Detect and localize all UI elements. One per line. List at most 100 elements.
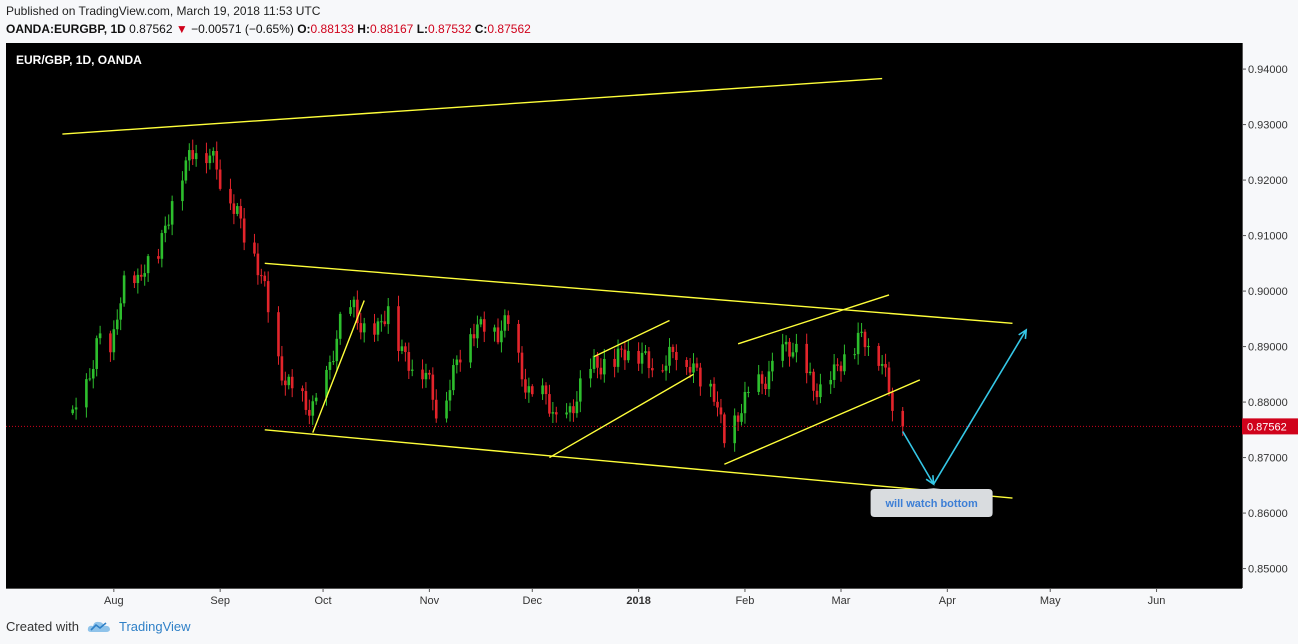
candle-body — [284, 380, 287, 386]
price-tick-label: 0.94000 — [1248, 64, 1288, 76]
candle-body — [740, 413, 743, 422]
candle-body — [455, 359, 459, 366]
tradingview-brand[interactable]: TradingView — [118, 619, 191, 634]
candle-body — [743, 391, 747, 414]
candle-body — [716, 401, 719, 408]
candle-body — [901, 410, 905, 427]
candle-body — [448, 390, 452, 401]
candle-body — [712, 383, 716, 402]
candle-body — [815, 390, 819, 398]
candle-body — [592, 355, 596, 369]
candle-body — [421, 369, 424, 380]
candle-body — [335, 338, 339, 362]
candle-body — [311, 401, 315, 416]
candle-body — [675, 351, 678, 360]
candle-body — [325, 369, 328, 398]
candle-body — [647, 351, 651, 369]
candle-body — [767, 371, 771, 390]
candle-body — [229, 188, 232, 204]
candle-body — [880, 364, 884, 366]
high-label: H: — [357, 22, 370, 36]
candle-body — [242, 218, 246, 243]
candle-body — [671, 346, 675, 352]
candle-body — [452, 365, 455, 391]
candle-body — [253, 242, 256, 254]
candle-body — [530, 386, 534, 395]
candle-body — [349, 307, 352, 314]
high-value: 0.88167 — [369, 22, 414, 36]
time-axis — [0, 588, 1298, 610]
candle-body — [836, 364, 839, 366]
candle-body — [688, 366, 692, 373]
arrow-head-icon — [1018, 328, 1028, 339]
time-tick-label: Sep — [210, 595, 230, 607]
time-tick-label: Oct — [314, 595, 331, 607]
annotation-text: will watch bottom — [884, 498, 977, 510]
candle-body — [736, 415, 740, 422]
trendline-dec-wedge-bottom — [549, 373, 694, 459]
candle-body — [637, 350, 640, 364]
candle-body — [623, 349, 627, 361]
candle-body — [548, 394, 551, 414]
candle-body — [575, 401, 579, 414]
candle-body — [891, 392, 894, 411]
candle-body — [362, 323, 366, 333]
candle-body — [757, 374, 760, 392]
candle-body — [181, 180, 184, 202]
down-triangle-icon: ▼ — [175, 22, 188, 36]
candle-body — [503, 315, 507, 331]
candle-body — [812, 371, 815, 391]
time-tick-label: Aug — [104, 595, 124, 607]
candle-body — [359, 323, 363, 333]
candle-body — [887, 367, 891, 393]
candle-body — [239, 206, 243, 219]
candle-body — [236, 206, 239, 214]
candle-body — [139, 274, 143, 277]
tradingview-cloud-icon — [87, 621, 110, 632]
candle-body — [527, 386, 531, 393]
chart-symbol-label: EUR/GBP, 1D, OANDA — [16, 53, 142, 67]
candle-body — [328, 362, 332, 370]
candle-body — [287, 376, 291, 386]
candle-body — [376, 321, 380, 335]
candle-body — [791, 352, 795, 357]
candle-body — [146, 256, 150, 274]
candle-body — [596, 355, 599, 368]
candle-body — [829, 379, 832, 385]
trendline-oct-rally-line — [312, 300, 365, 433]
time-tick-label: Feb — [735, 595, 754, 607]
candle-body — [853, 354, 857, 356]
candle-body — [133, 275, 136, 284]
price-tick-label: 0.92000 — [1248, 175, 1288, 187]
candle-body — [71, 409, 74, 414]
candle-body — [208, 155, 212, 164]
candle-body — [747, 391, 750, 393]
candle-body — [668, 346, 671, 366]
candle-body — [160, 233, 164, 259]
candle-body — [356, 299, 359, 324]
trendline-upper-channel-top — [62, 77, 883, 135]
chart-area[interactable] — [6, 43, 1242, 588]
candle-body — [784, 341, 788, 345]
price-tick-label: 0.85000 — [1248, 564, 1288, 576]
candle-body — [386, 306, 390, 325]
candle-body — [808, 371, 812, 374]
candle-body — [544, 385, 548, 395]
candle-body — [661, 370, 664, 372]
candle-body — [218, 169, 222, 189]
candle-body — [85, 379, 88, 408]
candle-body — [771, 360, 774, 372]
candle-body — [541, 385, 544, 395]
candle-body — [205, 153, 208, 164]
candle-body — [781, 344, 784, 361]
candle-body — [308, 409, 311, 416]
last-price: 0.87562 — [129, 22, 173, 36]
candle-body — [266, 281, 270, 313]
candle-body — [524, 379, 527, 393]
candle-body — [434, 399, 438, 419]
candle-body — [98, 333, 102, 339]
candle-body — [599, 367, 603, 375]
candle-body — [589, 368, 592, 379]
price-tick-label: 0.89000 — [1248, 342, 1288, 354]
